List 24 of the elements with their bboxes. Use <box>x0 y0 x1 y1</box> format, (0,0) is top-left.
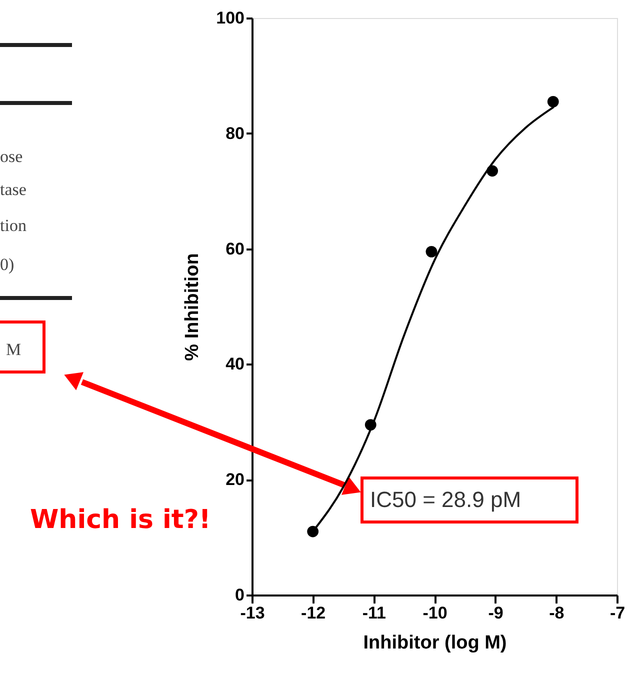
text: Which is it?! <box>30 505 211 535</box>
x-tick-label: -9 <box>488 604 504 622</box>
y-tick-label: 0 <box>235 586 244 604</box>
text: M <box>6 340 22 359</box>
x-axis-title: Inhibitor (log M) <box>363 632 507 654</box>
x-tick-label: -10 <box>422 604 448 622</box>
x-tick-label: -7 <box>610 604 626 622</box>
annotation: IC50 = 28.9 pM <box>370 487 522 512</box>
y-axis-title: % Inhibition <box>182 253 204 361</box>
y-tick-label: 40 <box>226 354 244 374</box>
text: ose <box>0 147 23 166</box>
y-tick-label: 60 <box>226 239 244 258</box>
x-tick-label: -12 <box>301 604 326 622</box>
x-tick-label: -8 <box>549 604 564 622</box>
text: tion <box>0 216 27 235</box>
y-tick-label: 20 <box>226 470 244 490</box>
x-tick-label: -11 <box>362 604 386 622</box>
y-tick-label: 100 <box>216 8 244 28</box>
point <box>426 246 438 258</box>
text: tase <box>0 180 26 199</box>
text: 0) <box>0 255 14 274</box>
x-tick-label: -13 <box>240 604 265 622</box>
y-tick-label: 80 <box>226 124 244 143</box>
point <box>547 96 559 108</box>
